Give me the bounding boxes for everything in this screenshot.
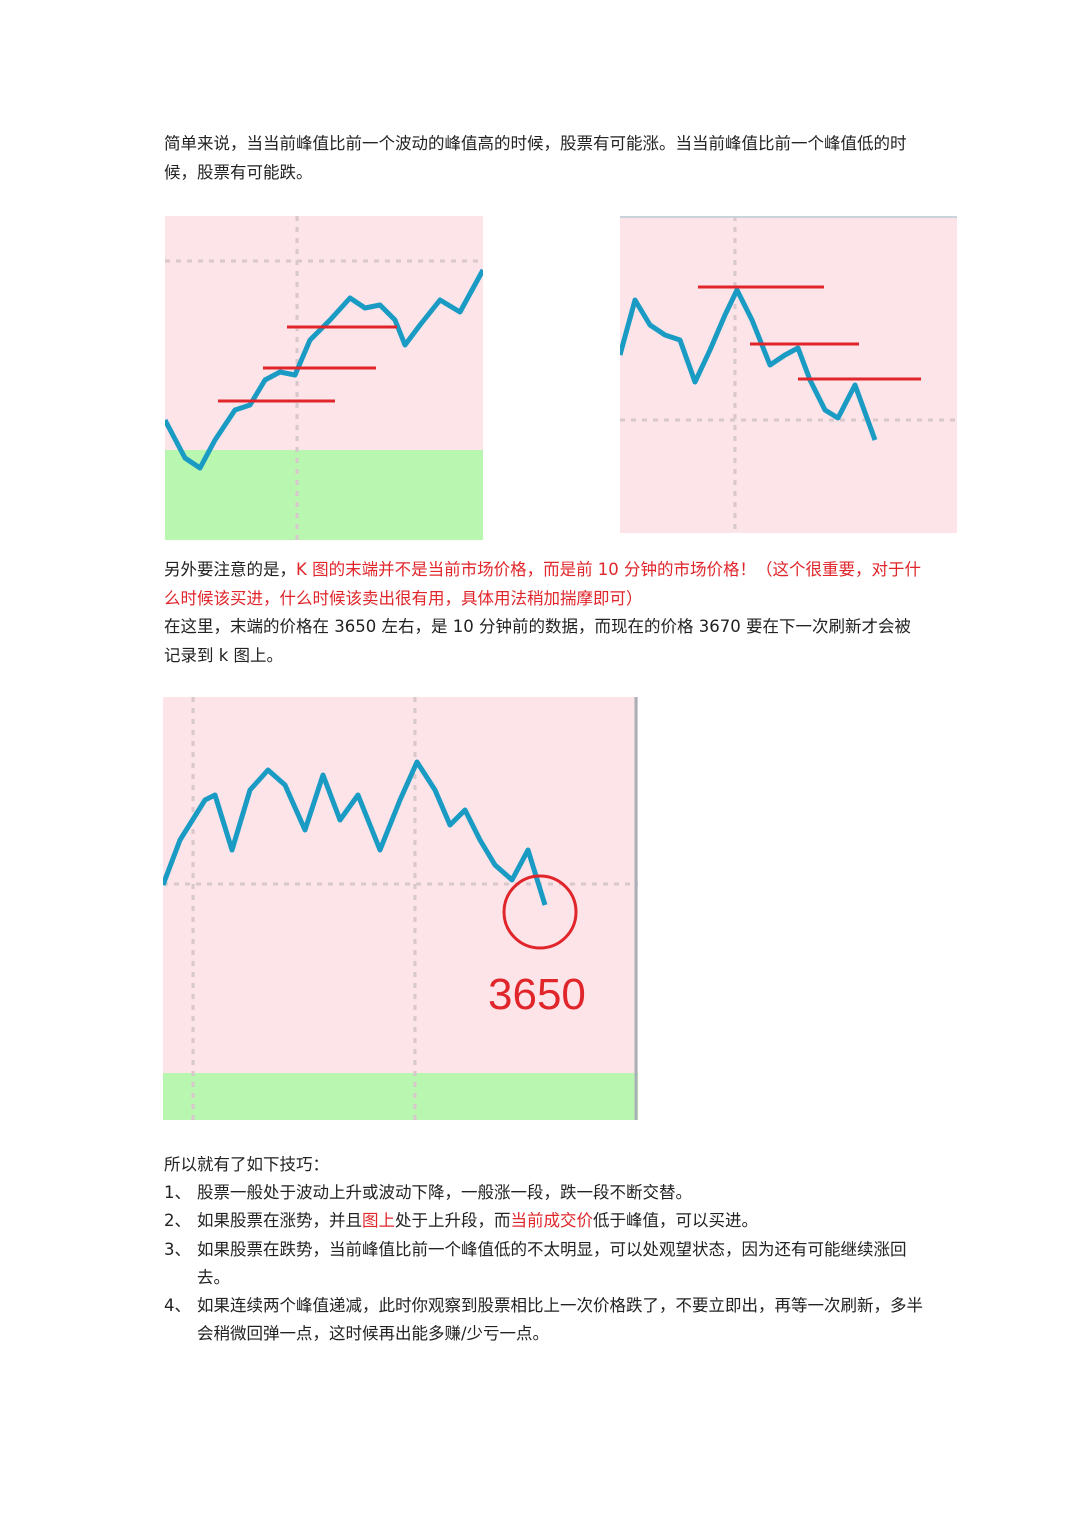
- note-paragraph: 另外要注意的是，K 图的末端并不是当前市场价格，而是前 10 分钟的市场价格！（…: [164, 556, 924, 613]
- detail-paragraph: 在这里，末端的价格在 3650 左右，是 10 分钟前的数据，而现在的价格 36…: [164, 617, 911, 665]
- green-zone: [165, 450, 483, 540]
- uptrend-chart-image: [165, 216, 483, 540]
- price-label-3650: 3650: [488, 970, 586, 1019]
- tip-item-2: 2、 如果股票在涨势，并且图上处于上升段，而当前成交价低于峰值，可以买进。: [164, 1211, 758, 1231]
- tip-item-3: 3、 如果股票在跌势，当前峰值比前一个峰值低的不太明显，可以处观望状态，因为还有可…: [164, 1239, 907, 1287]
- green-zone: [163, 1073, 638, 1120]
- tips-list: 所以就有了如下技巧： 1、 股票一般处于波动上升或波动下降，一般涨一段，跌一段不断…: [164, 1151, 924, 1348]
- price-line: [620, 287, 878, 441]
- price-lag-chart-image: 3650: [163, 697, 638, 1120]
- downtrend-chart-image: [620, 216, 957, 533]
- intro-paragraph: 简单来说，当当前峰值比前一个波动的峰值高的时候，股票有可能涨。当当前峰值比前一个…: [164, 134, 907, 182]
- note-prefix: 另外要注意的是，: [164, 560, 296, 579]
- note-highlight: K 图的末端并不是当前市场价格，而是前 10 分钟的市场价格！（这个很重要，对于…: [164, 560, 922, 608]
- tips-heading: 所以就有了如下技巧：: [164, 1155, 329, 1174]
- tip-item-4: 4、 如果连续两个峰值递减，此时你观察到股票相比上一次价格跌了，不要立即出，再等一…: [164, 1296, 923, 1344]
- price-line: [163, 759, 548, 906]
- chart-background: [620, 216, 957, 533]
- tip-item-1: 1、 股票一般处于波动上升或波动下降，一般涨一段，跌一段不断交替。: [164, 1183, 692, 1203]
- chart-background: [163, 697, 638, 1120]
- price-line: [165, 268, 483, 471]
- highlight-circle: [502, 874, 578, 950]
